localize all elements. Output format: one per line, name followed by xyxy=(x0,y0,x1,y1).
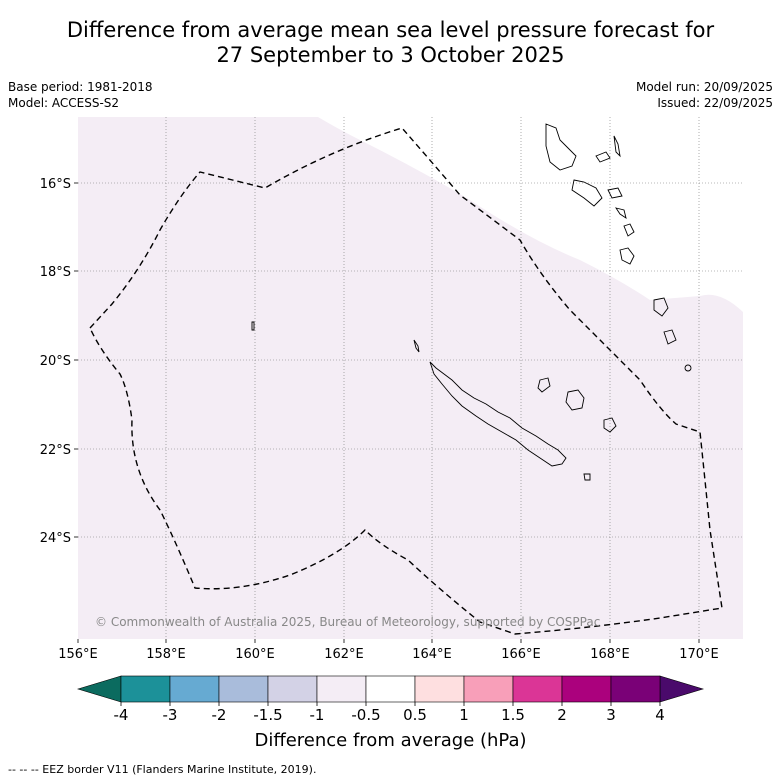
meta-right: Model run: 20/09/2025 Issued: 22/09/2025 xyxy=(636,79,773,111)
eez-footnote: -- -- -- EEZ border V11 (Flanders Marine… xyxy=(8,763,317,776)
meta-left: Base period: 1981-2018 Model: ACCESS-S2 xyxy=(8,79,153,111)
colorbar-tick-label: 3 xyxy=(606,706,616,724)
colorbar-segment xyxy=(169,675,220,703)
colorbar-low-extend xyxy=(76,675,122,703)
anomaly-region xyxy=(78,117,743,639)
matthew-island xyxy=(684,364,692,372)
lon-label: 156°E xyxy=(58,647,98,662)
vanuatu-malekula xyxy=(571,179,603,207)
model-name: Model: ACCESS-S2 xyxy=(8,96,120,110)
new-caledonia-coast xyxy=(429,361,567,467)
lat-label: 24°S xyxy=(40,531,71,546)
colorbar-segment xyxy=(414,675,465,703)
lat-label: 22°S xyxy=(40,443,71,458)
title-line-2: 27 September to 3 October 2025 xyxy=(216,43,565,67)
loyalty-island-mare xyxy=(603,417,617,433)
vanuatu-epi xyxy=(614,207,627,220)
title-line-1: Difference from average mean sea level p… xyxy=(66,18,715,42)
colorbar-tick-label: -0.5 xyxy=(351,706,380,724)
lon-label: 166°E xyxy=(501,647,541,662)
isle-of-pines xyxy=(583,473,591,481)
copyright-text: © Commonwealth of Australia 2025, Bureau… xyxy=(95,615,600,629)
lat-labels: 16°S 18°S 20°S 22°S 24°S xyxy=(40,177,71,546)
colorbar-high-extend xyxy=(659,675,705,703)
colorbar-segment xyxy=(316,675,367,703)
issued-date: Issued: 22/09/2025 xyxy=(657,96,773,110)
vanuatu-ambrym xyxy=(607,187,623,199)
eez-border xyxy=(89,127,723,635)
colorbar-segment xyxy=(561,675,612,703)
colorbar-segment xyxy=(365,675,416,703)
map-panel: 16°S 18°S 20°S 22°S 24°S 156°E 158°E 160… xyxy=(40,117,743,662)
vanuatu-espiritu-santo xyxy=(545,123,577,171)
colorbar-segment xyxy=(218,675,269,703)
colorbar-tick-label: 0.5 xyxy=(403,706,427,724)
colorbar-segment xyxy=(120,675,171,703)
lon-label: 170°E xyxy=(679,647,719,662)
loyalty-island-lifou xyxy=(565,389,585,411)
chart-title: Difference from average mean sea level p… xyxy=(0,18,781,68)
colorbar-tick-label: -1 xyxy=(310,706,325,724)
axis-ticks xyxy=(74,182,700,643)
colorbar-segments xyxy=(120,675,661,703)
model-run: Model run: 20/09/2025 xyxy=(635,80,773,94)
loyalty-island-ouvea xyxy=(537,377,551,393)
colorbar-ticks: -4 -3 -2 -1.5 -1 -0.5 0.5 1 1.5 2 3 4 xyxy=(114,702,665,724)
colorbar: -4 -3 -2 -1.5 -1 -0.5 0.5 1 1.5 2 3 4 xyxy=(76,675,705,724)
base-period: Base period: 1981-2018 xyxy=(8,80,153,94)
colorbar-tick-label: -4 xyxy=(114,706,129,724)
colorbar-segment xyxy=(512,675,563,703)
lon-label: 158°E xyxy=(146,647,186,662)
lon-labels: 156°E 158°E 160°E 162°E 164°E 166°E 168°… xyxy=(58,647,719,662)
lon-label: 160°E xyxy=(235,647,275,662)
colorbar-segment xyxy=(463,675,514,703)
colorbar-tick-label: 1.5 xyxy=(501,706,525,724)
colorbar-tick-label: -3 xyxy=(163,706,178,724)
vanuatu-ambae xyxy=(595,151,611,163)
vanuatu-efate xyxy=(623,223,635,237)
colorbar-tick-label: 1 xyxy=(459,706,469,724)
colorbar-label: Difference from average (hPa) xyxy=(254,730,527,751)
belep-islands xyxy=(413,339,420,353)
colorbar-tick-label: -1.5 xyxy=(253,706,282,724)
lon-label: 162°E xyxy=(324,647,364,662)
colorbar-tick-label: -2 xyxy=(212,706,227,724)
vanuatu-aneityum xyxy=(663,329,677,345)
colorbar-tick-label: 4 xyxy=(655,706,665,724)
lon-label: 164°E xyxy=(412,647,452,662)
colorbar-tick-label: 2 xyxy=(557,706,567,724)
colorbar-segment xyxy=(267,675,318,703)
lat-label: 20°S xyxy=(40,354,71,369)
lon-label: 168°E xyxy=(590,647,630,662)
colorbar-segment xyxy=(610,675,661,703)
gridlines xyxy=(78,117,743,639)
vanuatu-erromango xyxy=(619,247,635,265)
chesterfield-islet xyxy=(251,321,255,331)
vanuatu-tanna xyxy=(653,297,669,317)
vanuatu-maewo xyxy=(613,135,621,158)
lat-label: 16°S xyxy=(40,177,71,192)
lat-label: 18°S xyxy=(40,265,71,280)
